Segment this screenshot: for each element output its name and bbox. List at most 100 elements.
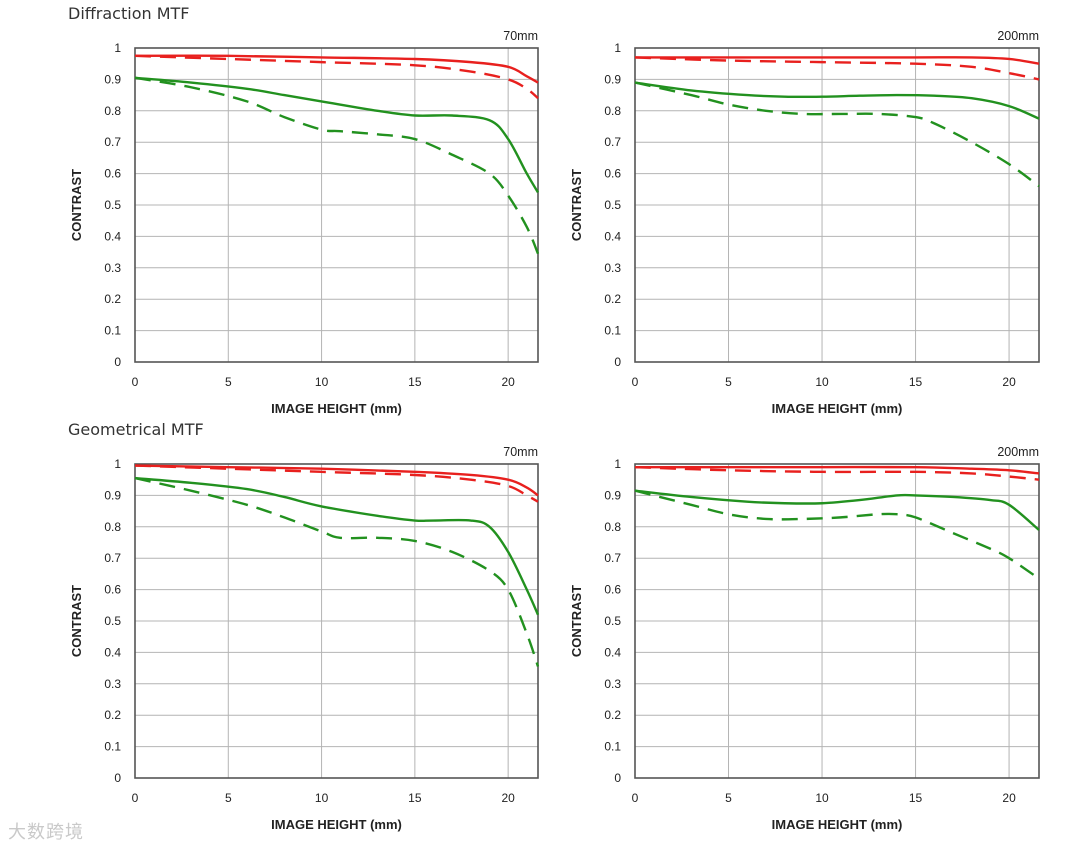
y-tick-label: 0.6 — [604, 583, 621, 597]
focal-length-label: 200mm — [997, 445, 1039, 459]
y-tick-label: 0.8 — [104, 104, 121, 118]
focal-length-label: 70mm — [503, 29, 538, 43]
y-tick-label: 0.3 — [604, 261, 621, 275]
x-tick-label: 0 — [132, 791, 139, 805]
x-tick-label: 15 — [909, 791, 923, 805]
x-tick-label: 5 — [725, 791, 732, 805]
series-line-green-solid — [134, 476, 540, 616]
y-tick-label: 0 — [114, 355, 121, 369]
x-tick-label: 20 — [501, 791, 515, 805]
y-tick-label: 0.2 — [604, 292, 621, 306]
x-tick-label: 15 — [408, 791, 422, 805]
x-tick-label: 0 — [632, 791, 639, 805]
x-axis-label: IMAGE HEIGHT (mm) — [772, 401, 903, 416]
y-tick-label: 0.7 — [604, 551, 621, 565]
y-tick-label: 0.3 — [104, 261, 121, 275]
section-title-geometrical: Geometrical MTF — [68, 420, 204, 439]
series-line-red-dashed — [134, 54, 539, 100]
y-tick-label: 0.4 — [604, 229, 621, 243]
mtf-chart-1: 00.10.20.30.40.50.60.70.80.910 5 10 15 20200… — [569, 29, 1040, 416]
y-tick-label: 0.8 — [604, 520, 621, 534]
y-tick-label: 0 — [114, 771, 121, 785]
y-tick-label: 0.4 — [604, 645, 621, 659]
series-line-red-dashed — [634, 56, 1040, 81]
y-axis-label: CONTRAST — [69, 169, 84, 241]
y-tick-label: 0.3 — [104, 677, 121, 691]
plot-frame — [634, 47, 1040, 363]
x-axis-label: IMAGE HEIGHT (mm) — [271, 401, 402, 416]
x-tick-label: 20 — [1002, 375, 1016, 389]
y-tick-label: 0.4 — [104, 645, 121, 659]
x-axis-label: IMAGE HEIGHT (mm) — [772, 817, 903, 832]
x-tick-label: 0 — [132, 375, 139, 389]
y-tick-label: 0.2 — [104, 708, 121, 722]
section-title-diffraction: Diffraction MTF — [68, 4, 190, 23]
x-tick-label: 0 — [632, 375, 639, 389]
y-tick-label: 0.2 — [604, 708, 621, 722]
y-tick-label: 0.4 — [104, 229, 121, 243]
y-tick-label: 1 — [614, 457, 621, 471]
x-tick-label: 10 — [815, 375, 829, 389]
y-tick-label: 0 — [614, 355, 621, 369]
series-line-green-solid — [134, 76, 540, 194]
x-tick-label: 15 — [408, 375, 422, 389]
series-line-red-solid — [635, 465, 1040, 475]
mtf-chart-3: 00.10.20.30.40.50.60.70.80.910 5 10 15 20200… — [569, 445, 1040, 832]
y-axis-label: CONTRAST — [569, 585, 584, 657]
x-tick-label: 5 — [225, 375, 232, 389]
y-tick-label: 1 — [114, 41, 121, 55]
series-line-green-dashed — [634, 489, 1040, 580]
y-tick-label: 0.5 — [104, 614, 121, 628]
y-tick-label: 0.1 — [104, 324, 121, 338]
y-tick-label: 0.5 — [104, 198, 121, 212]
series-line-red-solid — [635, 56, 1040, 65]
mtf-chart-0: 00.10.20.30.40.50.60.70.80.910 5 10 15 2070m… — [69, 29, 540, 416]
y-tick-label: 0.8 — [104, 520, 121, 534]
x-tick-label: 5 — [725, 375, 732, 389]
watermark-text: 大数跨境 — [8, 822, 84, 843]
y-tick-label: 0.6 — [104, 167, 121, 181]
y-tick-label: 0.9 — [604, 72, 621, 86]
y-tick-label: 0.9 — [104, 488, 121, 502]
y-tick-label: 0.6 — [604, 167, 621, 181]
x-tick-label: 10 — [315, 375, 329, 389]
y-tick-label: 0.9 — [604, 488, 621, 502]
plot-frame — [634, 463, 1040, 779]
y-tick-label: 0.1 — [604, 740, 621, 754]
x-tick-label: 15 — [909, 375, 923, 389]
y-tick-label: 0.8 — [604, 104, 621, 118]
series-line-red-solid — [134, 464, 539, 497]
plot-frame — [134, 47, 539, 363]
series-line-red-dashed — [634, 465, 1040, 481]
mtf-chart-2: 00.10.20.30.40.50.60.70.80.910 5 10 15 2070m… — [69, 445, 540, 832]
series-line-green-solid — [634, 489, 1040, 531]
x-tick-label: 10 — [315, 791, 329, 805]
y-tick-label: 0.6 — [104, 583, 121, 597]
series-line-green-dashed — [134, 476, 540, 667]
x-tick-label: 5 — [225, 791, 232, 805]
y-tick-label: 1 — [114, 457, 121, 471]
y-tick-label: 0.7 — [604, 135, 621, 149]
y-tick-label: 0.3 — [604, 677, 621, 691]
x-tick-label: 10 — [815, 791, 829, 805]
y-tick-label: 0.1 — [604, 324, 621, 338]
focal-length-label: 200mm — [997, 29, 1039, 43]
y-tick-label: 0.7 — [104, 135, 121, 149]
y-tick-label: 0 — [614, 771, 621, 785]
y-tick-label: 0.7 — [104, 551, 121, 565]
y-tick-label: 0.2 — [104, 292, 121, 306]
series-line-green-dashed — [134, 76, 540, 255]
series-line-green-solid — [634, 81, 1040, 120]
y-tick-label: 0.1 — [104, 740, 121, 754]
plot-frame — [134, 463, 539, 779]
y-axis-label: CONTRAST — [69, 585, 84, 657]
y-tick-label: 1 — [614, 41, 621, 55]
y-tick-label: 0.5 — [604, 198, 621, 212]
series-line-red-dashed — [134, 464, 539, 503]
series-line-red-solid — [134, 54, 539, 84]
series-line-green-dashed — [634, 81, 1040, 188]
y-tick-label: 0.5 — [604, 614, 621, 628]
x-tick-label: 20 — [1002, 791, 1016, 805]
x-tick-label: 20 — [501, 375, 515, 389]
